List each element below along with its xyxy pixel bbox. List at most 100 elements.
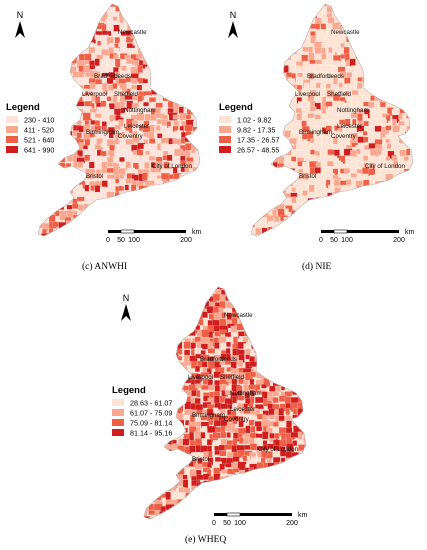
- city-label: Leeds: [114, 73, 131, 80]
- legend-swatch: [6, 126, 18, 133]
- legend-label: 9.82 - 17.35: [237, 126, 275, 135]
- north-arrow-icon: [121, 304, 131, 321]
- city-label: Coventry: [118, 133, 144, 140]
- city-label: Leicester: [230, 406, 255, 413]
- city-label: City of London: [152, 163, 192, 170]
- city-label: Liverpool: [295, 91, 320, 98]
- legend-swatch: [219, 146, 231, 153]
- legend-swatch: [219, 136, 231, 143]
- city-label: Liverpool: [188, 374, 213, 381]
- city-label: Sheffield: [114, 91, 139, 98]
- city-label: Newcastle: [118, 29, 147, 36]
- england-map: [37, 3, 201, 237]
- legend-label: 230 - 410: [24, 116, 54, 125]
- city-label: Sheffield: [327, 91, 352, 98]
- legend-title: Legend: [6, 102, 40, 113]
- scale-unit: km: [192, 229, 202, 236]
- legend-swatch: [6, 116, 18, 123]
- caption-d: (d) NIE: [302, 262, 332, 272]
- legend-swatch: [6, 136, 18, 143]
- city-label: Bristol: [192, 456, 209, 463]
- city-label: City of London: [258, 446, 298, 453]
- caption-c: (c) ANWHI: [82, 262, 128, 272]
- legend-swatch: [112, 409, 124, 416]
- scale-tick: 50: [117, 237, 125, 244]
- city-label: Newcastle: [224, 312, 253, 319]
- legend-label: 641 - 990: [24, 146, 54, 155]
- legend-swatch: [112, 399, 124, 406]
- scale-tick: 200: [286, 520, 298, 527]
- north-label: N: [230, 10, 237, 20]
- city-label: Birmingham: [299, 129, 332, 136]
- city-label: Bristol: [86, 173, 103, 180]
- scale-unit: km: [405, 229, 415, 236]
- north-label: N: [17, 10, 24, 20]
- city-label: Bradford: [94, 73, 118, 80]
- legend-label: 521 - 640: [24, 136, 54, 145]
- legend-title: Legend: [112, 385, 146, 396]
- city-label: City of London: [365, 163, 405, 170]
- legend-swatch: [112, 419, 124, 426]
- legend-label: 81.14 - 95.16: [130, 429, 172, 438]
- city-label: Leicester: [124, 123, 149, 130]
- north-arrow: N: [121, 293, 131, 321]
- north-arrow: N: [15, 10, 25, 38]
- scale-tick: 0: [106, 237, 110, 244]
- city-label: Nottingham: [124, 107, 156, 114]
- legend-swatch: [219, 126, 231, 133]
- city-label: Newcastle: [331, 29, 360, 36]
- city-label: Leeds: [220, 356, 237, 363]
- caption-e: (e) WHEQ: [185, 535, 227, 545]
- city-label: Leicester: [337, 123, 362, 130]
- scale-tick: 200: [180, 237, 192, 244]
- scale-tick: 100: [234, 520, 246, 527]
- legend-swatch: [6, 146, 18, 153]
- north-arrow-icon: [228, 21, 238, 38]
- city-label: Birmingham: [192, 412, 225, 419]
- city-label: Coventry: [224, 416, 250, 423]
- scale-tick: 0: [212, 520, 216, 527]
- city-label: Bradford: [200, 356, 224, 363]
- legend-label: 26.57 - 48.55: [237, 146, 279, 155]
- scale-tick: 200: [393, 237, 405, 244]
- legend-label: 17.35 - 26.57: [237, 136, 279, 145]
- legend-label: 28.63 - 61.07: [130, 399, 172, 408]
- legend-label: 411 - 520: [24, 126, 54, 135]
- north-label: N: [123, 293, 130, 303]
- legend-label: 61.07 - 75.09: [130, 409, 172, 418]
- city-label: Bristol: [299, 173, 316, 180]
- city-label: Nottingham: [230, 390, 262, 397]
- scale-unit: km: [298, 512, 308, 519]
- city-label: Birmingham: [86, 129, 119, 136]
- city-label: Liverpool: [82, 91, 107, 98]
- north-arrow: N: [228, 10, 238, 38]
- city-label: Sheffield: [220, 374, 245, 381]
- city-label: Nottingham: [337, 107, 369, 114]
- scale-tick: 50: [330, 237, 338, 244]
- scale-tick: 50: [223, 520, 231, 527]
- city-label: Leeds: [327, 73, 344, 80]
- city-label: Coventry: [331, 133, 357, 140]
- legend-swatch: [219, 116, 231, 123]
- legend-swatch: [112, 429, 124, 436]
- scale-tick: 0: [319, 237, 323, 244]
- north-arrow-icon: [15, 21, 25, 38]
- scale-tick: 100: [128, 237, 140, 244]
- legend-label: 75.09 - 81.14: [130, 419, 172, 428]
- city-label: Bradford: [307, 73, 331, 80]
- legend-label: 1.02 - 9.82: [237, 116, 271, 125]
- legend-title: Legend: [219, 102, 253, 113]
- scale-tick: 100: [341, 237, 353, 244]
